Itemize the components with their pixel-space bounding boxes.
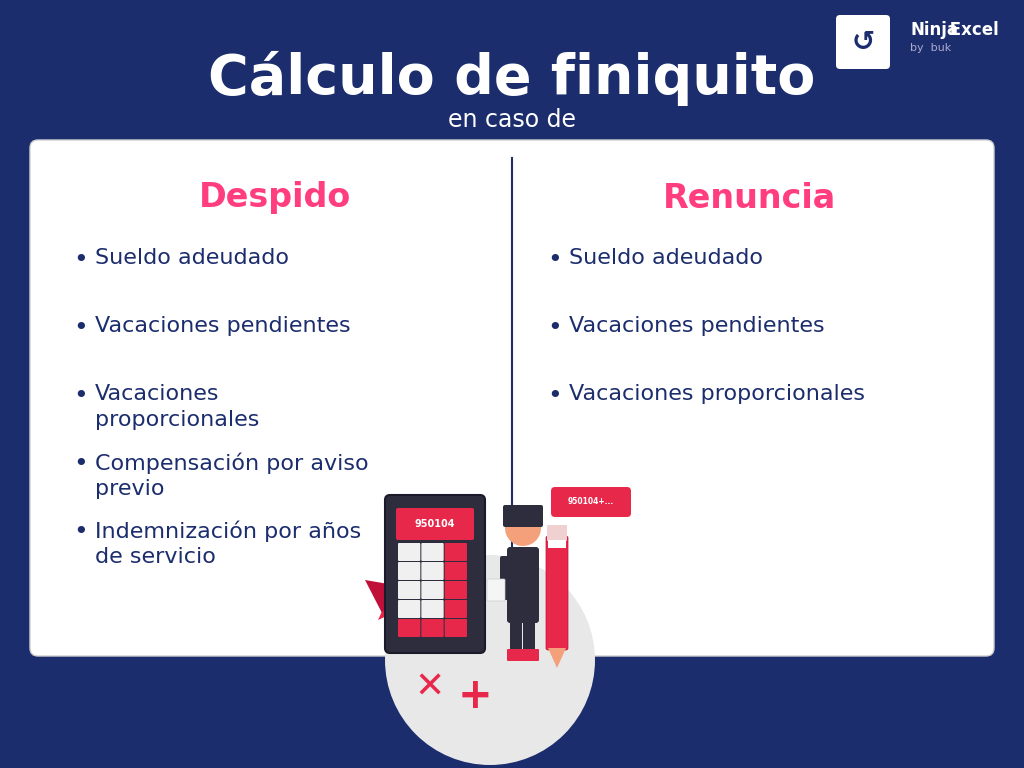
Text: •: •	[73, 316, 88, 340]
Text: Ninja: Ninja	[910, 21, 958, 39]
FancyBboxPatch shape	[507, 547, 539, 623]
Text: Sueldo adeudado: Sueldo adeudado	[569, 248, 763, 268]
FancyBboxPatch shape	[398, 619, 420, 637]
FancyBboxPatch shape	[398, 562, 420, 580]
Text: Renuncia: Renuncia	[663, 181, 836, 214]
FancyBboxPatch shape	[551, 487, 631, 517]
Text: ✕: ✕	[415, 671, 445, 705]
Text: Compensación por aviso
previo: Compensación por aviso previo	[95, 452, 369, 499]
Circle shape	[385, 555, 595, 765]
FancyBboxPatch shape	[507, 649, 524, 661]
Polygon shape	[548, 648, 566, 668]
Text: •: •	[73, 452, 88, 476]
FancyBboxPatch shape	[398, 581, 420, 599]
Text: •: •	[73, 384, 88, 408]
FancyBboxPatch shape	[444, 619, 467, 637]
Text: Excel: Excel	[944, 21, 998, 39]
Text: •: •	[547, 248, 562, 272]
FancyBboxPatch shape	[546, 536, 568, 650]
FancyBboxPatch shape	[396, 508, 474, 540]
Polygon shape	[385, 600, 415, 628]
FancyBboxPatch shape	[444, 581, 467, 599]
FancyBboxPatch shape	[421, 562, 443, 580]
Text: by  buk: by buk	[910, 43, 951, 53]
Text: Despido: Despido	[199, 181, 351, 214]
FancyBboxPatch shape	[510, 615, 522, 653]
Text: •: •	[547, 316, 562, 340]
FancyBboxPatch shape	[548, 540, 566, 548]
FancyBboxPatch shape	[547, 525, 567, 541]
FancyBboxPatch shape	[503, 505, 543, 527]
Text: Sueldo adeudado: Sueldo adeudado	[95, 248, 289, 268]
FancyBboxPatch shape	[421, 619, 443, 637]
Circle shape	[505, 510, 541, 546]
FancyBboxPatch shape	[421, 543, 443, 561]
Text: Indemnización por años
de servicio: Indemnización por años de servicio	[95, 520, 361, 567]
FancyBboxPatch shape	[421, 581, 443, 599]
FancyBboxPatch shape	[836, 15, 890, 69]
Text: Vacaciones
proporcionales: Vacaciones proporcionales	[95, 384, 259, 429]
Text: en caso de: en caso de	[449, 108, 575, 132]
Polygon shape	[365, 580, 400, 613]
Text: ↺: ↺	[851, 28, 874, 56]
Text: Cálculo de finiquito: Cálculo de finiquito	[208, 51, 816, 105]
Text: +: +	[458, 675, 493, 717]
FancyBboxPatch shape	[444, 562, 467, 580]
Text: •: •	[73, 248, 88, 272]
FancyBboxPatch shape	[500, 556, 514, 600]
Text: Vacaciones pendientes: Vacaciones pendientes	[95, 316, 350, 336]
FancyBboxPatch shape	[398, 543, 420, 561]
Text: •: •	[73, 520, 88, 544]
FancyBboxPatch shape	[421, 600, 443, 618]
FancyBboxPatch shape	[487, 579, 505, 601]
Text: Vacaciones proporcionales: Vacaciones proporcionales	[569, 384, 865, 404]
FancyBboxPatch shape	[398, 600, 420, 618]
FancyBboxPatch shape	[444, 600, 467, 618]
Text: 950104+...: 950104+...	[568, 498, 614, 507]
FancyBboxPatch shape	[385, 495, 485, 653]
FancyBboxPatch shape	[523, 615, 535, 653]
Text: Vacaciones pendientes: Vacaciones pendientes	[569, 316, 824, 336]
FancyBboxPatch shape	[522, 649, 539, 661]
Polygon shape	[378, 583, 415, 620]
Text: 950104: 950104	[415, 519, 456, 529]
FancyBboxPatch shape	[444, 543, 467, 561]
Text: •: •	[547, 384, 562, 408]
FancyBboxPatch shape	[30, 140, 994, 656]
